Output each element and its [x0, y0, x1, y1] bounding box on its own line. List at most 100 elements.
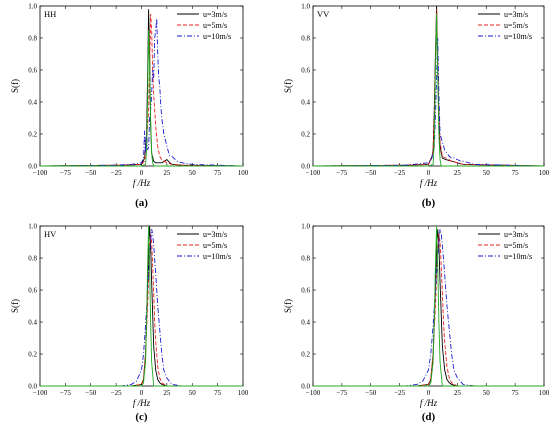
plot-frame	[39, 225, 244, 387]
series-line-unlabeled-green	[313, 225, 544, 387]
chart-panel-a: −100 −75 −50 −25 0 25 50 75 100 0.0 0.2 0.4 0.6 0.8 1.…	[10, 3, 249, 210]
x-tick-label: 0	[427, 389, 431, 397]
x-tick-label: 0	[140, 169, 144, 177]
x-tick-label: 75	[214, 389, 222, 397]
x-tick-label: 0	[427, 169, 431, 177]
x-tick-label: 25	[454, 389, 462, 397]
y-tick-label: 0.2	[28, 131, 37, 139]
x-tick-label: 100	[238, 169, 249, 177]
series-line-u-5m-s	[312, 9, 545, 167]
plot-frame	[312, 225, 545, 387]
y-tick-label: 0.4	[301, 319, 310, 327]
x-tick-label: −75	[60, 389, 71, 397]
y-tick-label: 0.6	[301, 67, 310, 75]
x-tick-label: 50	[483, 169, 491, 177]
plot-frame	[39, 5, 244, 167]
y-tick-label: 0.8	[28, 255, 37, 263]
series-line-u-5m-s	[40, 233, 243, 387]
series-line-unlabeled-green	[40, 29, 243, 167]
x-tick-label: 25	[163, 389, 171, 397]
y-tick-label: 0.2	[301, 131, 310, 139]
x-tick-label: −100	[33, 169, 48, 177]
x-tick-label: 50	[483, 389, 491, 397]
y-tick-label: 0.0	[28, 383, 37, 391]
x-tick-label: 100	[539, 169, 550, 177]
y-tick-label: 0.6	[301, 287, 310, 295]
legend-label: u=10m/s	[203, 252, 231, 261]
x-tick-label: 50	[189, 169, 197, 177]
panel-label: (d)	[422, 411, 436, 423]
y-tick-label: 1.0	[28, 3, 37, 11]
x-tick-label: −75	[336, 389, 347, 397]
y-tick-label: 0.8	[301, 255, 310, 263]
x-tick-label: 25	[454, 169, 462, 177]
x-axis-label: f /Hz	[133, 398, 151, 408]
x-tick-label: 75	[512, 389, 520, 397]
x-tick-label: −25	[394, 169, 405, 177]
y-tick-label: 1.0	[301, 3, 310, 11]
series-line-unlabeled-green	[313, 13, 544, 167]
x-tick-label: 75	[214, 169, 222, 177]
x-tick-label: −50	[365, 389, 376, 397]
y-tick-label: 1.0	[28, 223, 37, 231]
panel-label: (b)	[422, 197, 436, 209]
x-axis-label: f /Hz	[420, 178, 438, 188]
y-tick-label: 0.8	[28, 35, 37, 43]
x-tick-label: −50	[85, 169, 96, 177]
x-tick-label: −25	[111, 169, 122, 177]
chart-panel-b: −100 −75 −50 −25 0 25 50 75 100 0.0 0.2 0.4 0.6 0.8 1.…	[283, 3, 550, 210]
y-axis-label: S(f)	[283, 79, 293, 93]
legend-label: u=3m/s	[504, 10, 528, 19]
y-tick-label: 0.0	[28, 163, 37, 171]
series-line-u-3m-s	[312, 5, 545, 167]
y-axis-label: S(f)	[10, 299, 20, 313]
legend-label: u=5m/s	[203, 21, 227, 30]
panel-title: VV	[317, 9, 330, 19]
y-tick-label: 0.6	[28, 287, 37, 295]
series-line-u-10m-s	[40, 229, 243, 387]
x-axis-label: f /Hz	[133, 178, 151, 188]
plot-frame	[312, 5, 545, 167]
series-line-u-5m-s	[313, 233, 544, 387]
x-tick-label: −25	[111, 389, 122, 397]
y-tick-label: 1.0	[301, 223, 310, 231]
legend-label: u=10m/s	[504, 252, 532, 261]
legend-label: u=5m/s	[504, 21, 528, 30]
y-tick-label: 0.2	[301, 351, 310, 359]
x-tick-label: −50	[365, 169, 376, 177]
x-tick-label: 75	[512, 169, 520, 177]
y-tick-label: 0.0	[301, 383, 310, 391]
chart-panel-c: −100 −75 −50 −25 0 25 50 75 100 0.0 0.2 0.4 0.6 0.8 1.…	[10, 223, 249, 424]
panel-label: (c)	[135, 411, 148, 423]
x-tick-label: 100	[539, 389, 550, 397]
series-line-u-10m-s	[312, 37, 545, 167]
x-tick-label: −100	[306, 169, 321, 177]
series-line-unlabeled-green	[40, 225, 243, 387]
x-tick-label: 25	[163, 169, 171, 177]
legend-label: u=3m/s	[504, 230, 528, 239]
x-tick-label: 100	[238, 389, 249, 397]
x-tick-label: 50	[189, 389, 197, 397]
y-tick-label: 0.6	[28, 67, 37, 75]
panel-title: HH	[44, 9, 56, 19]
legend-label: u=3m/s	[203, 230, 227, 239]
legend-label: u=5m/s	[203, 241, 227, 250]
x-tick-label: −75	[336, 169, 347, 177]
series-line-u-10m-s	[39, 18, 244, 167]
x-tick-label: −75	[60, 169, 71, 177]
x-tick-label: 0	[140, 389, 144, 397]
y-axis-label: S(f)	[10, 79, 20, 93]
panel-title: HV	[44, 229, 57, 239]
y-tick-label: 0.2	[28, 351, 37, 359]
series-line-u-3m-s	[313, 229, 544, 387]
y-tick-label: 0.4	[28, 319, 37, 327]
series-line-u-10m-s	[313, 229, 544, 387]
chart-panel-d: −100 −75 −50 −25 0 25 50 75 100 0.0 0.2 0.4 0.6 0.8 1.…	[283, 223, 550, 424]
x-tick-label: −50	[85, 389, 96, 397]
x-tick-label: −100	[306, 389, 321, 397]
y-axis-label: S(f)	[283, 299, 293, 313]
y-tick-label: 0.4	[301, 99, 310, 107]
y-tick-label: 0.4	[28, 99, 37, 107]
legend-label: u=3m/s	[203, 10, 227, 19]
